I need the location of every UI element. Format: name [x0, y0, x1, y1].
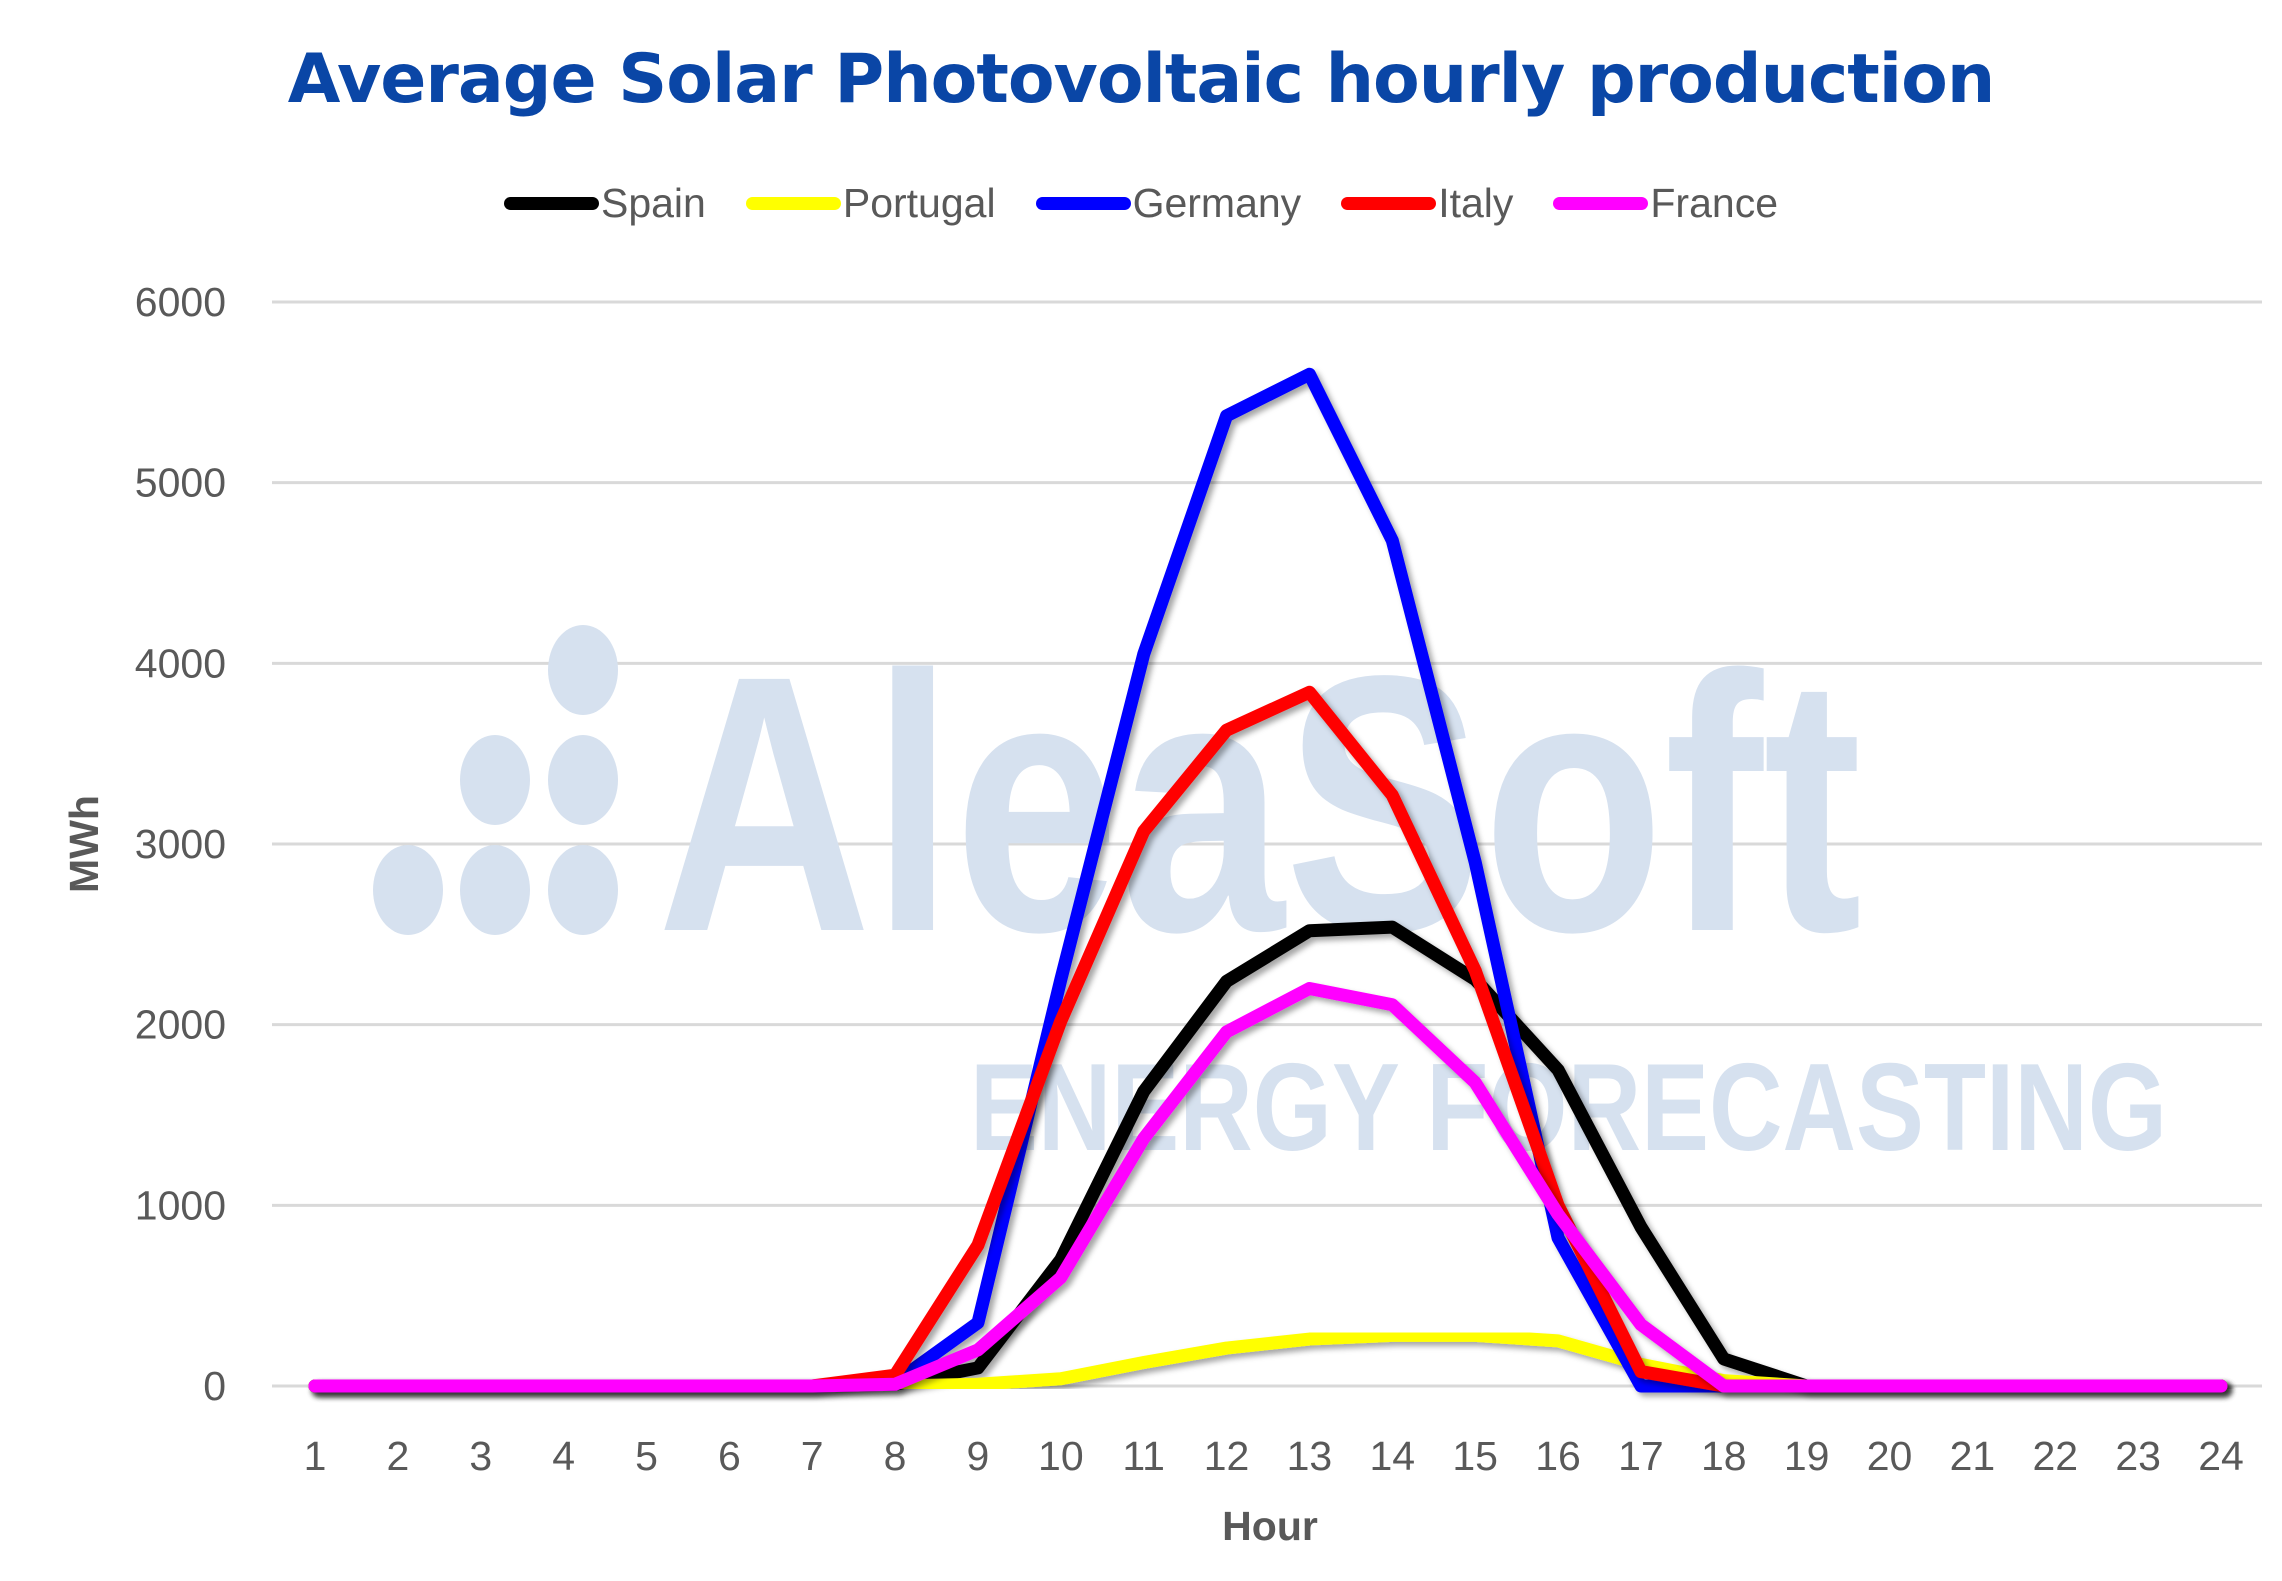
- legend-swatch: [1035, 197, 1131, 210]
- x-tick-label: 7: [801, 1433, 824, 1479]
- x-tick-label: 21: [1950, 1433, 1996, 1479]
- legend-swatch: [1553, 197, 1649, 210]
- legend-item-portugal: Portugal: [745, 180, 996, 227]
- y-tick-label: 1000: [135, 1182, 226, 1228]
- x-tick-label: 23: [2115, 1433, 2161, 1479]
- legend-label: Germany: [1132, 180, 1302, 226]
- x-tick-label: 12: [1204, 1433, 1250, 1479]
- x-tick-label: 3: [469, 1433, 492, 1479]
- legend-swatch: [503, 197, 599, 210]
- x-tick-label: 4: [552, 1433, 575, 1479]
- legend-item-germany: Germany: [1035, 180, 1302, 227]
- x-tick-label: 24: [2198, 1433, 2244, 1479]
- series-line-portugal: [308, 1328, 2228, 1393]
- legend: Spain Portugal Germany Italy France: [0, 180, 2282, 227]
- x-tick-label: 10: [1038, 1433, 1084, 1479]
- x-tick-label: 11: [1122, 1433, 1165, 1479]
- x-tick-label: 6: [718, 1433, 741, 1479]
- legend-item-italy: Italy: [1341, 180, 1513, 227]
- x-tick-label: 17: [1618, 1433, 1664, 1479]
- x-tick-label: 22: [2032, 1433, 2078, 1479]
- y-tick-label: 2000: [135, 1002, 226, 1048]
- x-tick-label: 19: [1784, 1433, 1830, 1479]
- y-tick-label: 3000: [135, 821, 226, 867]
- x-tick-label: 1: [304, 1433, 327, 1479]
- chart-title: Average Solar Photovoltaic hourly produc…: [287, 40, 1996, 119]
- watermark-brand: AleaSoft: [657, 601, 1862, 1008]
- watermark-tagline: ENERGY FORECASTING: [970, 1039, 2167, 1177]
- watermark-logo: AleaSoft ENERGY FORECASTING: [373, 601, 2167, 1177]
- x-tick-label: 20: [1867, 1433, 1913, 1479]
- y-tick-label: 4000: [135, 640, 226, 686]
- y-tick-label: 0: [203, 1363, 226, 1409]
- y-tick-label: 5000: [135, 460, 226, 506]
- legend-label: Italy: [1438, 180, 1514, 226]
- x-tick-label: 8: [884, 1433, 907, 1479]
- x-tick-label: 14: [1369, 1433, 1415, 1479]
- legend-label: Spain: [600, 180, 706, 226]
- x-axis-title: Hour: [1222, 1503, 1318, 1549]
- x-tick-label: 13: [1287, 1433, 1333, 1479]
- legend-swatch: [1341, 197, 1437, 210]
- x-tick-label: 16: [1535, 1433, 1581, 1479]
- y-tick-label: 6000: [135, 279, 226, 325]
- x-tick-label: 9: [967, 1433, 990, 1479]
- legend-swatch: [745, 197, 841, 210]
- legend-label: Portugal: [842, 180, 996, 226]
- x-tick-label: 18: [1701, 1433, 1747, 1479]
- logo-dots-icon: [373, 625, 618, 935]
- x-tick-label: 5: [635, 1433, 658, 1479]
- legend-item-spain: Spain: [503, 180, 706, 227]
- y-axis-title: MWh: [61, 795, 107, 893]
- x-tick-label: 2: [386, 1433, 409, 1479]
- legend-label: France: [1650, 180, 1778, 226]
- legend-item-france: France: [1553, 180, 1778, 227]
- series-line-france: [308, 982, 2228, 1393]
- x-tick-label: 15: [1452, 1433, 1498, 1479]
